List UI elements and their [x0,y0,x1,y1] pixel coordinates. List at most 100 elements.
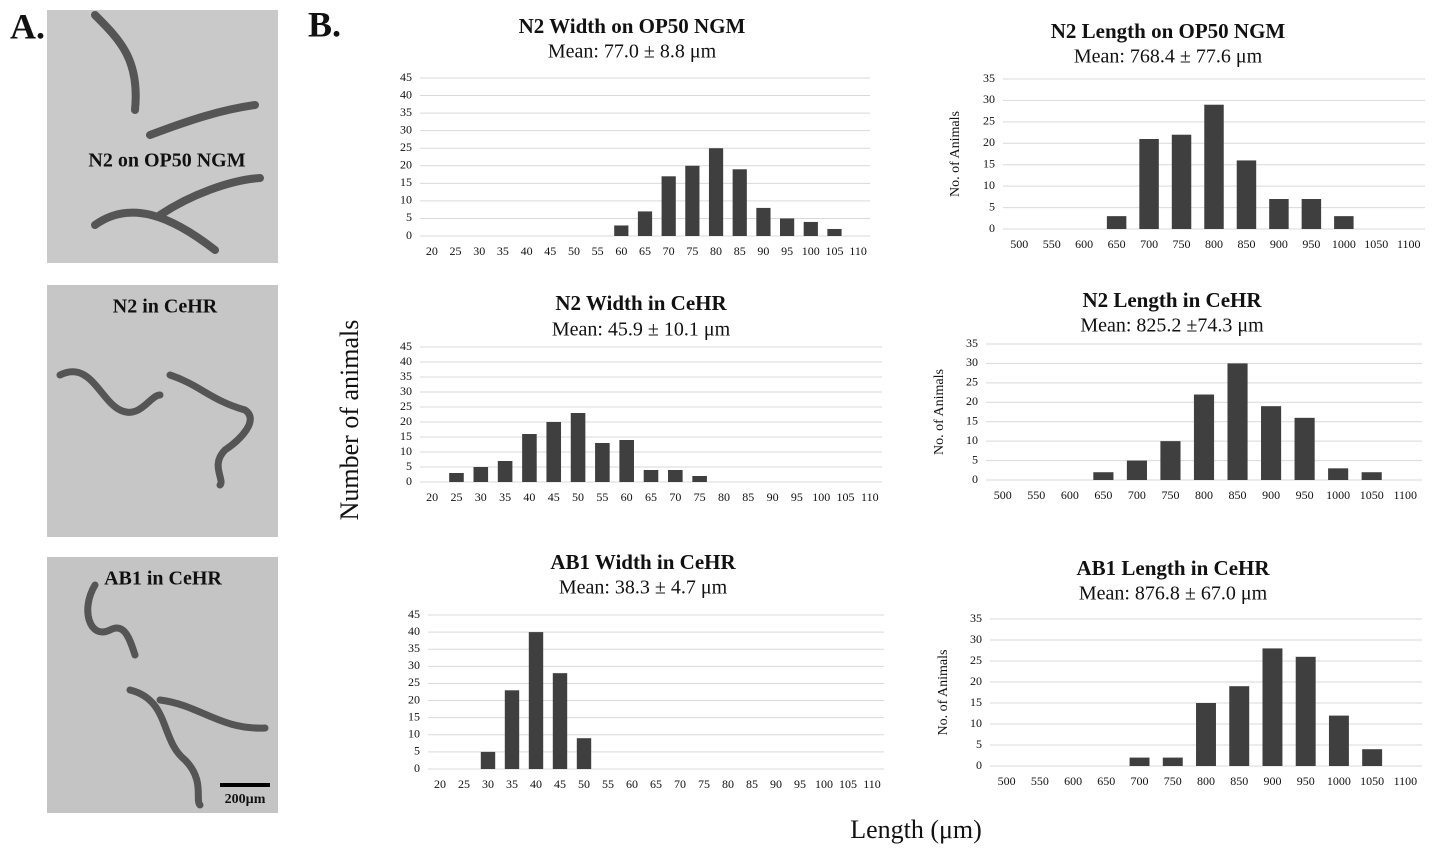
x-tick-label: 25 [450,244,462,258]
x-tick-label: 55 [596,490,608,504]
image-label: N2 in CeHR [113,296,218,318]
x-tick-label: 950 [1302,237,1320,251]
bar [692,476,707,482]
x-tick-label: 65 [650,777,662,791]
bar [552,673,568,769]
y-tick-label: 35 [400,369,412,383]
worm [91,11,264,254]
y-tick-label: 10 [970,716,982,730]
x-tick-label: 70 [674,777,686,791]
x-tick-label: 550 [1027,488,1045,502]
x-tick-label: 600 [1064,774,1082,788]
x-tick-label: 20 [434,777,446,791]
bar [827,228,842,236]
bar [1294,417,1315,480]
y-tick-label: 20 [400,414,412,428]
x-tick-label: 1100 [1394,774,1418,788]
x-tick-label: 95 [794,777,806,791]
y-tick-label: 25 [400,399,412,413]
y-tick-label: 30 [408,658,420,672]
micrographs: 200µm N2 on OP50 NGM N2 in CeHR AB1 in C… [47,10,278,813]
y-tick-label: 45 [408,607,420,621]
x-tick-label: 700 [1140,237,1158,251]
bar [1227,363,1248,480]
x-tick-label: 30 [473,244,485,258]
x-tick-label: 1100 [1393,488,1417,502]
x-tick-label: 500 [1010,237,1028,251]
bar [1171,134,1192,229]
x-tick-label: 95 [781,244,793,258]
y-tick-label: 35 [408,641,420,655]
image-label: N2 on OP50 NGM [88,150,245,172]
x-tick-label: 60 [615,244,627,258]
y-tick-label: 10 [400,193,412,207]
chart-title: N2 Width in CeHR [555,291,727,315]
x-tick-label: 1050 [1364,237,1388,251]
chart-title: N2 Length on OP50 NGM [1051,19,1286,43]
x-axis-label: Length (μm) [850,815,982,844]
x-tick-label: 850 [1237,237,1255,251]
x-tick-label: 90 [770,777,782,791]
bar [1204,104,1224,229]
x-tick-label: 35 [499,490,511,504]
bar [497,461,513,482]
bar [1301,199,1322,229]
bar [528,632,544,769]
x-tick-label: 1050 [1360,774,1384,788]
y-tick-label: 15 [970,695,982,709]
y-tick-label: 5 [414,744,420,758]
x-tick-label: 100 [815,777,833,791]
x-tick-label: 50 [568,244,580,258]
bar [1362,749,1383,766]
y-tick-label: 30 [400,384,412,398]
y-tick-label: 0 [406,474,412,488]
bar [732,169,747,236]
y-tick-label: 0 [989,221,995,235]
x-tick-label: 850 [1230,774,1248,788]
bar [1193,394,1215,480]
x-tick-label: 95 [791,490,803,504]
y-tick-label: 10 [983,178,995,192]
y-tick-label: 10 [966,433,978,447]
chart-subtitle: Mean: 45.9 ± 10.1 μm [552,319,731,341]
x-tick-label: 30 [482,777,494,791]
x-tick-label: 800 [1197,774,1215,788]
x-tick-label: 650 [1108,237,1126,251]
bar [1269,199,1289,229]
panel-label: B. [308,4,341,44]
bar [1129,757,1150,766]
x-tick-label: 950 [1297,774,1315,788]
bar [1328,468,1349,480]
x-tick-label: 110 [849,244,867,258]
bar [1261,406,1282,480]
x-tick-label: 75 [686,244,698,258]
bar [708,148,724,236]
x-tick-label: 105 [839,777,857,791]
bar [473,467,489,482]
bar [1093,472,1114,480]
x-tick-label: 70 [663,244,675,258]
x-tick-label: 700 [1131,774,1149,788]
y-axis-label: No. of Animals [932,369,947,455]
y-tick-label: 35 [983,71,995,85]
x-tick-label: 100 [812,490,830,504]
panel-label: A. [10,6,45,46]
x-tick-label: 85 [746,777,758,791]
chart-title: N2 Length in CeHR [1082,288,1262,312]
x-tick-label: 55 [602,777,614,791]
bar [1328,715,1349,766]
chart-subtitle: Mean: 825.2 ±74.3 μm [1080,315,1264,337]
y-tick-label: 40 [400,87,412,101]
bar [619,440,634,482]
x-tick-label: 75 [694,490,706,504]
bar [546,422,562,482]
bar [1126,460,1147,480]
chart-subtitle: Mean: 38.3 ± 4.7 μm [559,577,728,599]
x-tick-label: 65 [645,490,657,504]
x-tick-label: 40 [523,490,535,504]
bar [595,443,610,482]
bar [756,207,771,236]
x-tick-label: 1050 [1360,488,1384,502]
y-tick-label: 20 [966,394,978,408]
